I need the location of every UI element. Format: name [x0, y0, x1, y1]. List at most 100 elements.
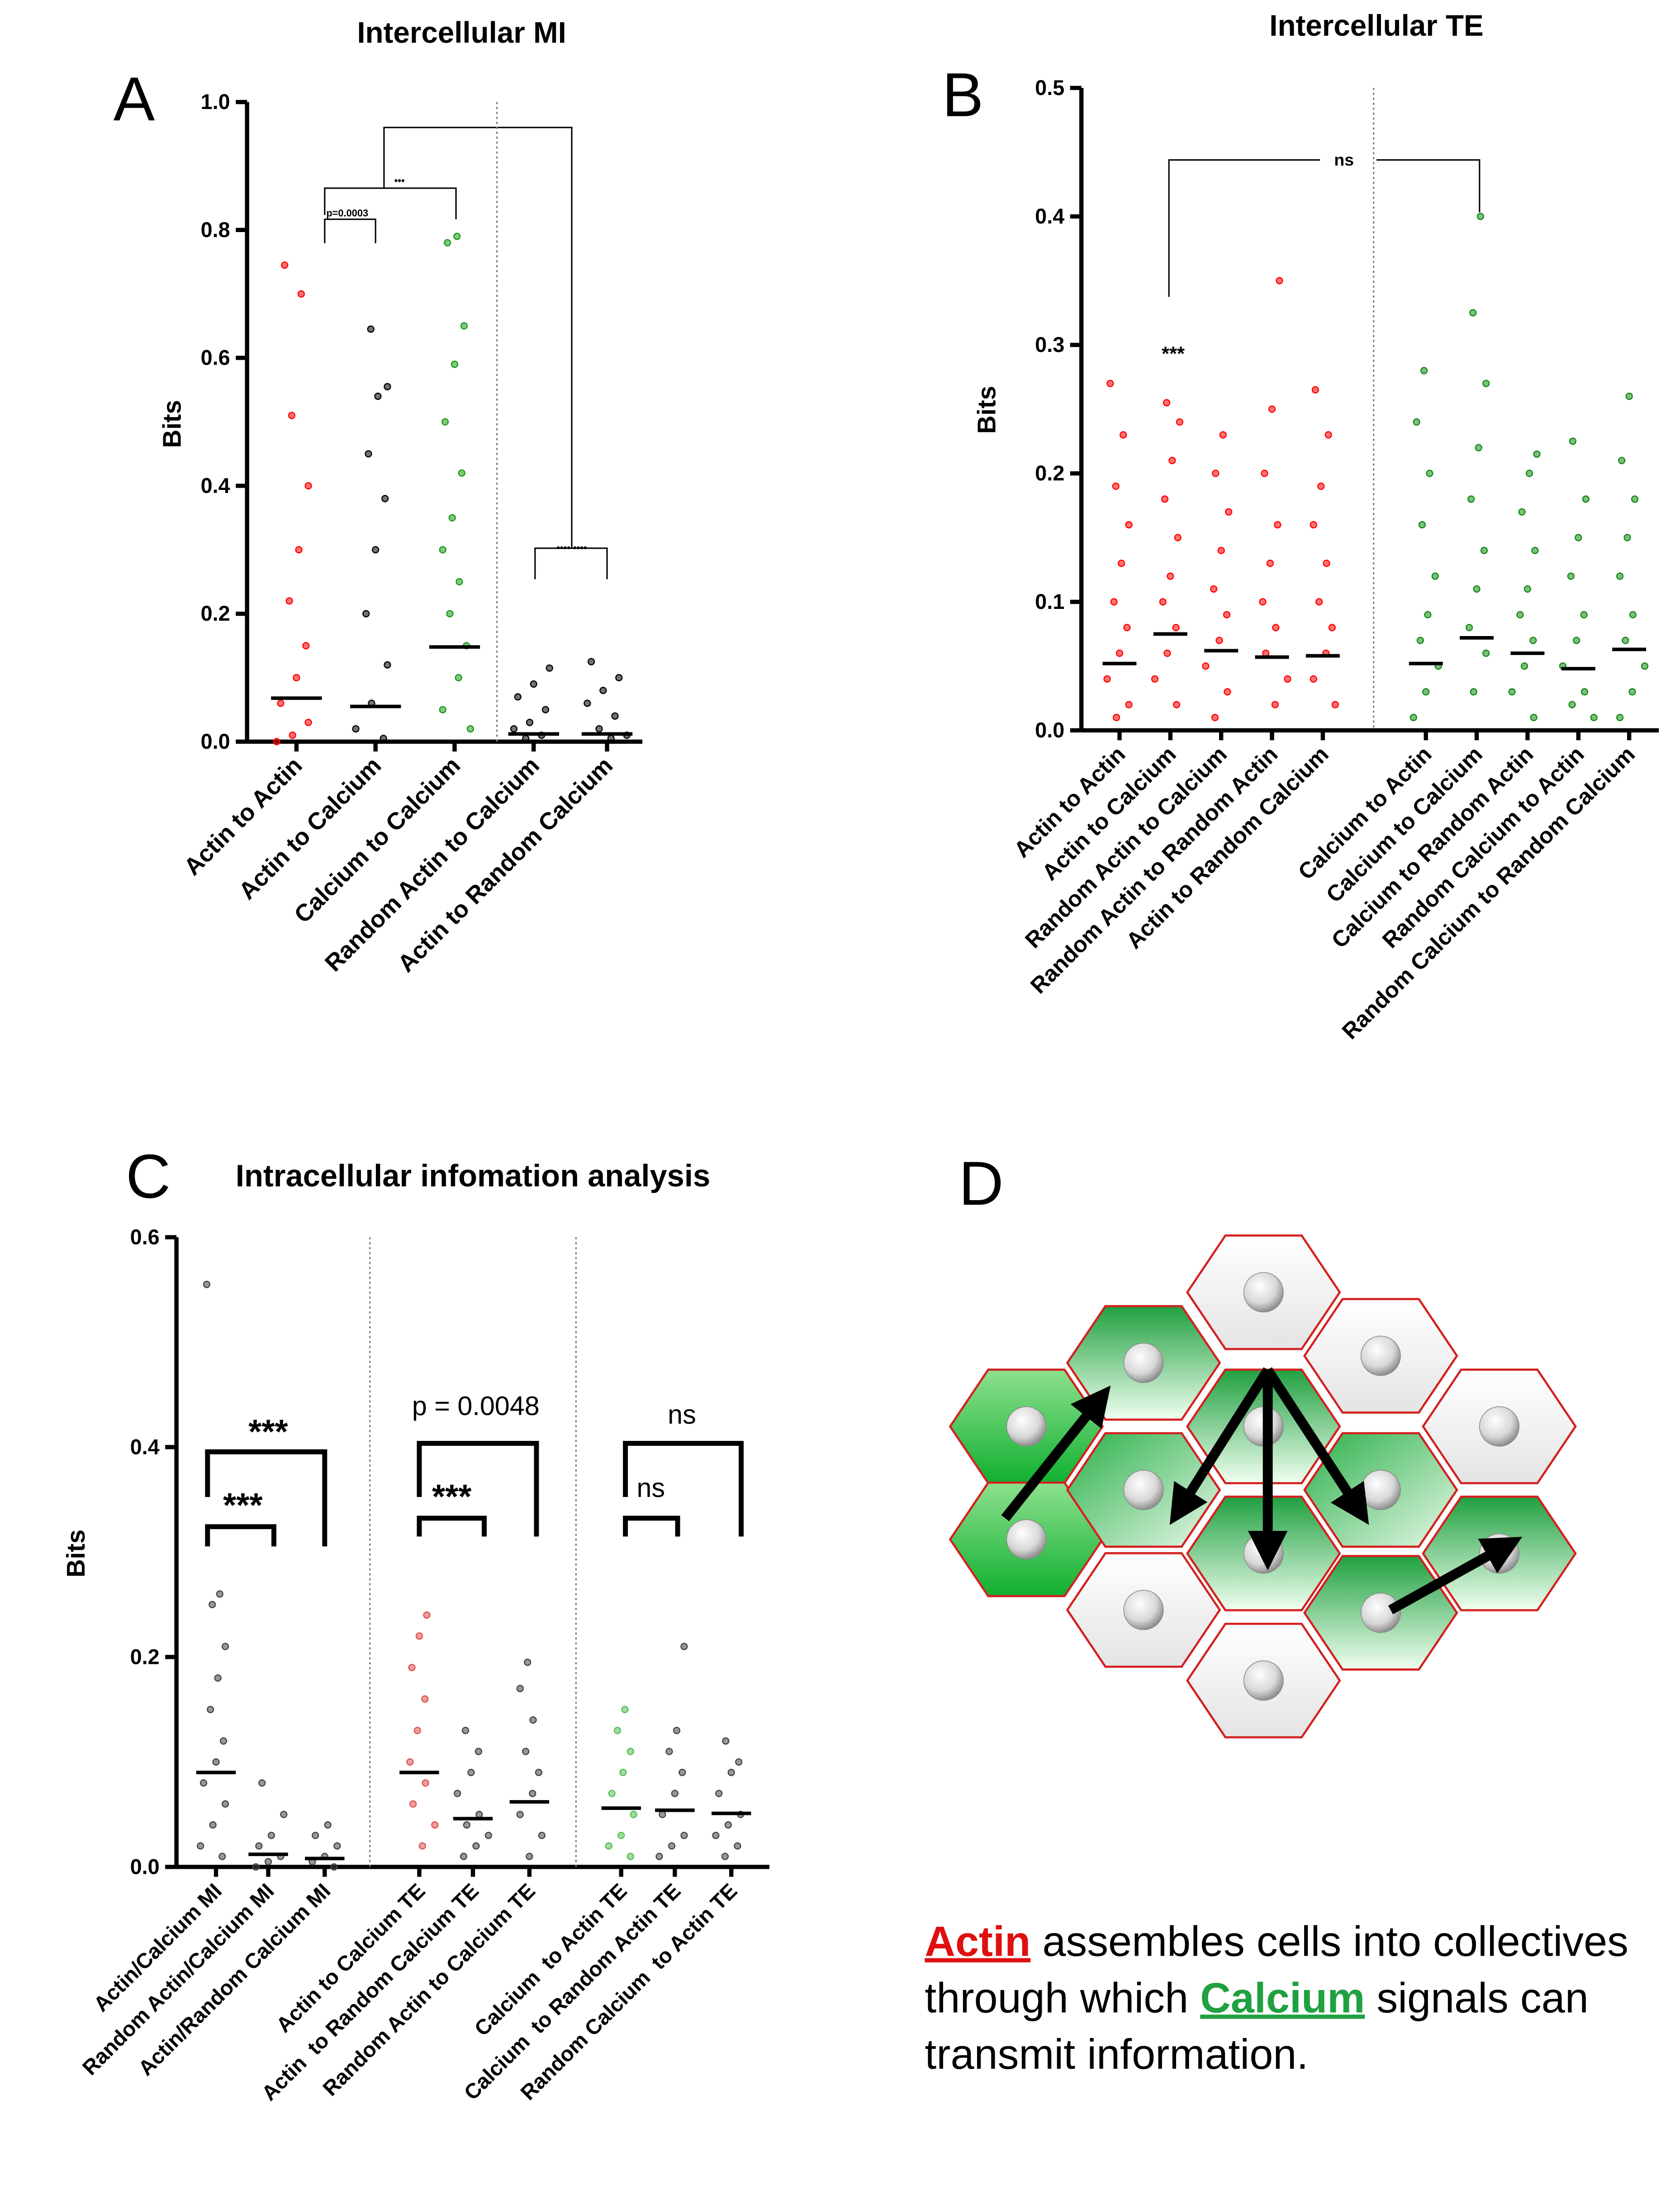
data-point: [1176, 418, 1184, 426]
data-point: [1163, 399, 1171, 407]
data-point: [463, 1821, 470, 1829]
data-point: [1467, 495, 1475, 503]
nucleus: [1360, 1470, 1401, 1511]
data-point: [267, 1832, 275, 1839]
data-point: [221, 1643, 229, 1650]
data-point: [453, 233, 461, 240]
data-point: [535, 1768, 543, 1777]
data-point: [1223, 611, 1231, 618]
data-point: [524, 1658, 532, 1666]
data-point: [724, 1821, 732, 1829]
caption-text: assembles cells into collectives: [1030, 1917, 1628, 1965]
data-point: [312, 1832, 319, 1839]
data-point: [1520, 662, 1528, 670]
data-point: [362, 610, 370, 618]
data-point: [546, 664, 553, 672]
annotation: p=0.0003: [326, 207, 368, 219]
caption-text: transmit information.: [925, 2030, 1308, 2078]
nucleus: [1243, 1272, 1284, 1313]
data-point: [466, 725, 475, 733]
data-point: [1465, 624, 1473, 632]
data-point: [252, 1863, 260, 1871]
annotation: p = 0.0048: [412, 1391, 540, 1421]
data-point: [216, 1590, 223, 1598]
data-point: [1508, 688, 1516, 696]
data-point: [218, 1853, 226, 1860]
data-point: [1518, 508, 1526, 516]
data-point: [421, 1695, 429, 1703]
data-point: [1473, 585, 1481, 593]
data-point: [1590, 713, 1598, 722]
annotation: ns: [636, 1473, 665, 1503]
annotation: •••• ••••: [556, 542, 587, 553]
y-tick-label: 0.6: [130, 1225, 160, 1249]
data-point: [1580, 611, 1588, 618]
data-point: [1623, 534, 1631, 542]
y-tick-label: 1.0: [201, 90, 230, 114]
data-point: [621, 1705, 629, 1713]
data-point: [454, 1790, 461, 1797]
data-point: [455, 674, 462, 682]
data-point: [197, 1842, 204, 1850]
data-point: [1426, 470, 1433, 477]
data-point: [1202, 662, 1210, 670]
data-point: [615, 674, 623, 682]
data-point: [1211, 713, 1219, 722]
y-tick-label: 0.2: [201, 602, 230, 625]
data-point: [541, 706, 550, 713]
panel-letter: B: [942, 61, 984, 130]
y-tick-label: 0.6: [201, 346, 230, 370]
data-point: [1523, 585, 1532, 593]
data-point: [1525, 470, 1533, 477]
data-point: [1629, 611, 1637, 618]
data-point: [715, 1790, 723, 1797]
data-point: [484, 1832, 492, 1839]
data-point: [1317, 482, 1325, 490]
data-point: [617, 1832, 625, 1839]
x-tick-label: Random Calcium to Actin TE: [516, 1879, 742, 2104]
data-point: [1274, 521, 1281, 529]
y-tick-label: 0.0: [1035, 718, 1064, 742]
data-point: [1424, 611, 1432, 618]
bracket: [324, 219, 376, 243]
data-point: [605, 1842, 612, 1850]
data-point: [207, 1705, 214, 1713]
data-point: [1310, 521, 1317, 529]
caption-line: through which Calcium signals can: [925, 1974, 1589, 2021]
data-point: [1212, 470, 1220, 477]
caption-actin: Actin: [925, 1917, 1030, 1965]
bracket: [534, 547, 608, 580]
data-point: [608, 1790, 616, 1797]
data-point: [439, 546, 446, 554]
data-point: [595, 725, 603, 733]
data-point: [1117, 560, 1125, 567]
data-point: [413, 1727, 421, 1734]
arrow: [1001, 1385, 1111, 1521]
y-tick-label: 0.4: [201, 474, 230, 497]
data-point: [1530, 713, 1538, 722]
bracket: [205, 1449, 327, 1547]
data-point: [1420, 367, 1428, 375]
data-point: [1580, 688, 1589, 696]
data-point: [655, 1853, 663, 1860]
data-point: [1631, 495, 1639, 503]
data-point: [199, 1779, 208, 1787]
caption: Actin assembles cells into collectives t…: [925, 1917, 1628, 2078]
data-point: [1112, 713, 1120, 722]
data-point: [1409, 713, 1417, 722]
data-point: [423, 1611, 431, 1619]
y-tick-label: 0.2: [1035, 461, 1064, 485]
data-point: [365, 450, 372, 458]
y-tick-label: 0.2: [130, 1645, 160, 1668]
data-point: [1266, 560, 1274, 567]
data-point: [1210, 585, 1218, 593]
data-point: [219, 1737, 228, 1745]
data-point: [475, 1748, 483, 1755]
data-point: [1215, 637, 1223, 644]
data-point: [1172, 624, 1180, 632]
data-point: [1516, 611, 1524, 618]
data-point: [418, 1842, 426, 1850]
data-point: [607, 735, 615, 742]
y-tick-label: 0.3: [1035, 333, 1064, 356]
data-point: [289, 732, 296, 739]
